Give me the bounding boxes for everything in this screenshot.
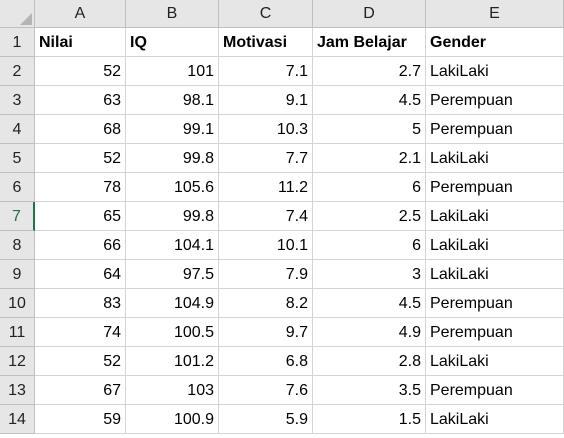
header-cell[interactable]: Nilai bbox=[35, 28, 126, 57]
table-cell[interactable]: Perempuan bbox=[426, 318, 564, 347]
table-cell[interactable]: 99.1 bbox=[126, 115, 219, 144]
table-cell[interactable]: 6.8 bbox=[219, 347, 313, 376]
table-cell[interactable]: LakiLaki bbox=[426, 202, 564, 231]
table-cell[interactable]: 78 bbox=[35, 173, 126, 202]
table-cell[interactable]: 100.9 bbox=[126, 405, 219, 434]
table-cell[interactable]: 83 bbox=[35, 289, 126, 318]
table-cell[interactable]: LakiLaki bbox=[426, 260, 564, 289]
row-header-3[interactable]: 3 bbox=[0, 86, 35, 115]
table-cell[interactable]: 52 bbox=[35, 347, 126, 376]
column-header-b[interactable]: B bbox=[126, 0, 219, 28]
table-cell[interactable]: 68 bbox=[35, 115, 126, 144]
row-header-7[interactable]: 7 bbox=[0, 202, 35, 231]
row-header-8[interactable]: 8 bbox=[0, 231, 35, 260]
table-cell[interactable]: 1.5 bbox=[313, 405, 426, 434]
table-cell[interactable]: 8.2 bbox=[219, 289, 313, 318]
row-header-5[interactable]: 5 bbox=[0, 144, 35, 173]
table-cell[interactable]: 3 bbox=[313, 260, 426, 289]
select-all-triangle-icon bbox=[20, 13, 32, 25]
table-cell[interactable]: 66 bbox=[35, 231, 126, 260]
column-header-d[interactable]: D bbox=[313, 0, 426, 28]
table-cell[interactable]: 59 bbox=[35, 405, 126, 434]
header-cell[interactable]: Motivasi bbox=[219, 28, 313, 57]
row-header-12[interactable]: 12 bbox=[0, 347, 35, 376]
table-cell[interactable]: 7.4 bbox=[219, 202, 313, 231]
table-cell[interactable]: 99.8 bbox=[126, 144, 219, 173]
table-cell[interactable]: 10.1 bbox=[219, 231, 313, 260]
table-cell[interactable]: 2.1 bbox=[313, 144, 426, 173]
table-cell[interactable]: 4.5 bbox=[313, 289, 426, 318]
table-cell[interactable]: 2.7 bbox=[313, 57, 426, 86]
table-cell[interactable]: 5 bbox=[313, 115, 426, 144]
row-header-2[interactable]: 2 bbox=[0, 57, 35, 86]
table-cell[interactable]: 2.5 bbox=[313, 202, 426, 231]
table-cell[interactable]: 63 bbox=[35, 86, 126, 115]
table-cell[interactable]: LakiLaki bbox=[426, 231, 564, 260]
row-header-1[interactable]: 1 bbox=[0, 28, 35, 57]
table-cell[interactable]: LakiLaki bbox=[426, 347, 564, 376]
row-header-11[interactable]: 11 bbox=[0, 318, 35, 347]
table-cell[interactable]: 74 bbox=[35, 318, 126, 347]
table-cell[interactable]: 7.6 bbox=[219, 376, 313, 405]
table-cell[interactable]: 9.7 bbox=[219, 318, 313, 347]
table-cell[interactable]: Perempuan bbox=[426, 115, 564, 144]
table-cell[interactable]: 10.3 bbox=[219, 115, 313, 144]
column-header-e[interactable]: E bbox=[426, 0, 564, 28]
select-all-corner[interactable] bbox=[0, 0, 35, 28]
table-cell[interactable]: 2.8 bbox=[313, 347, 426, 376]
table-cell[interactable]: 99.8 bbox=[126, 202, 219, 231]
row-header-9[interactable]: 9 bbox=[0, 260, 35, 289]
column-header-c[interactable]: C bbox=[219, 0, 313, 28]
table-cell[interactable]: 7.9 bbox=[219, 260, 313, 289]
table-cell[interactable]: 105.6 bbox=[126, 173, 219, 202]
table-cell[interactable]: 97.5 bbox=[126, 260, 219, 289]
header-cell[interactable]: IQ bbox=[126, 28, 219, 57]
table-cell[interactable]: LakiLaki bbox=[426, 57, 564, 86]
table-cell[interactable]: 7.7 bbox=[219, 144, 313, 173]
table-cell[interactable]: LakiLaki bbox=[426, 405, 564, 434]
table-cell[interactable]: 67 bbox=[35, 376, 126, 405]
table-cell[interactable]: 100.5 bbox=[126, 318, 219, 347]
header-cell[interactable]: Gender bbox=[426, 28, 564, 57]
table-cell[interactable]: 104.9 bbox=[126, 289, 219, 318]
table-cell[interactable]: Perempuan bbox=[426, 376, 564, 405]
table-cell[interactable]: 4.5 bbox=[313, 86, 426, 115]
table-cell[interactable]: 52 bbox=[35, 57, 126, 86]
table-cell[interactable]: 64 bbox=[35, 260, 126, 289]
table-cell[interactable]: 6 bbox=[313, 173, 426, 202]
table-cell[interactable]: LakiLaki bbox=[426, 144, 564, 173]
table-cell[interactable]: 52 bbox=[35, 144, 126, 173]
row-header-14[interactable]: 14 bbox=[0, 405, 35, 434]
table-cell[interactable]: 4.9 bbox=[313, 318, 426, 347]
row-header-6[interactable]: 6 bbox=[0, 173, 35, 202]
table-cell[interactable]: 9.1 bbox=[219, 86, 313, 115]
table-cell[interactable]: 5.9 bbox=[219, 405, 313, 434]
table-cell[interactable]: Perempuan bbox=[426, 289, 564, 318]
table-cell[interactable]: 6 bbox=[313, 231, 426, 260]
table-cell[interactable]: 7.1 bbox=[219, 57, 313, 86]
row-header-13[interactable]: 13 bbox=[0, 376, 35, 405]
table-cell[interactable]: 65 bbox=[35, 202, 126, 231]
row-header-4[interactable]: 4 bbox=[0, 115, 35, 144]
row-header-10[interactable]: 10 bbox=[0, 289, 35, 318]
table-cell[interactable]: 101.2 bbox=[126, 347, 219, 376]
table-cell[interactable]: 3.5 bbox=[313, 376, 426, 405]
column-header-a[interactable]: A bbox=[35, 0, 126, 28]
table-cell[interactable]: Perempuan bbox=[426, 173, 564, 202]
table-cell[interactable]: 101 bbox=[126, 57, 219, 86]
table-cell[interactable]: 104.1 bbox=[126, 231, 219, 260]
table-cell[interactable]: 98.1 bbox=[126, 86, 219, 115]
table-cell[interactable]: 103 bbox=[126, 376, 219, 405]
header-cell[interactable]: Jam Belajar bbox=[313, 28, 426, 57]
table-cell[interactable]: 11.2 bbox=[219, 173, 313, 202]
table-cell[interactable]: Perempuan bbox=[426, 86, 564, 115]
